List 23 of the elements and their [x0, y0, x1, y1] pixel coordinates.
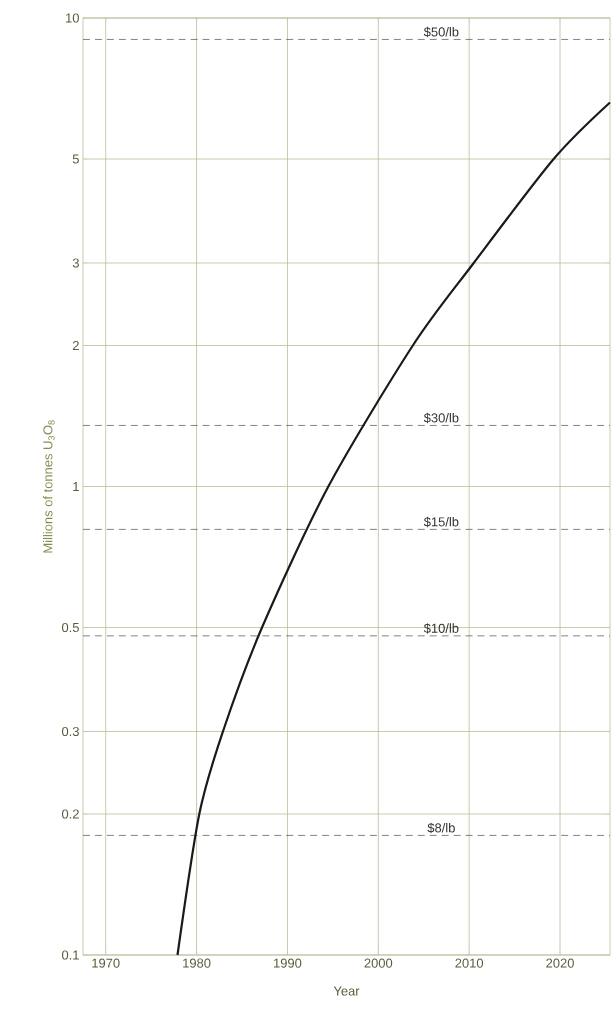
- x-tick-label: 2010: [455, 958, 484, 968]
- y-tick-label: 10: [66, 13, 79, 23]
- y-axis-title: Millions of tonnes U$_{3}$O$_{8}$: [42, 420, 55, 553]
- x-tick-label: 1990: [274, 958, 302, 968]
- ref-line-label: $30/lb: [423, 412, 459, 424]
- x-tick-label: 2020: [546, 958, 574, 968]
- y-tick-label: 3: [72, 258, 79, 268]
- ref-line-label: $8/lb: [427, 822, 455, 834]
- ref-line-label: $10/lb: [423, 623, 459, 634]
- line-series: [176, 101, 612, 957]
- x-tick-label: 1970: [92, 958, 120, 968]
- y-tick-label: 5: [72, 154, 79, 164]
- x-tick-label: 2000: [364, 958, 393, 968]
- x-tick-label: 1980: [183, 958, 211, 968]
- ref-line-label: $50/lb: [423, 26, 459, 38]
- ref-line-label: $15/lb: [423, 516, 459, 528]
- y-tick-label: 0.2: [61, 809, 79, 819]
- y-tick-label: 2: [72, 340, 79, 351]
- y-tick-label: 0.3: [61, 726, 79, 737]
- y-tick-label: 1: [73, 482, 79, 491]
- x-axis-title: Year: [333, 986, 360, 996]
- y-tick-label: 0.5: [61, 622, 79, 633]
- y-tick-label: 0.1: [61, 950, 79, 960]
